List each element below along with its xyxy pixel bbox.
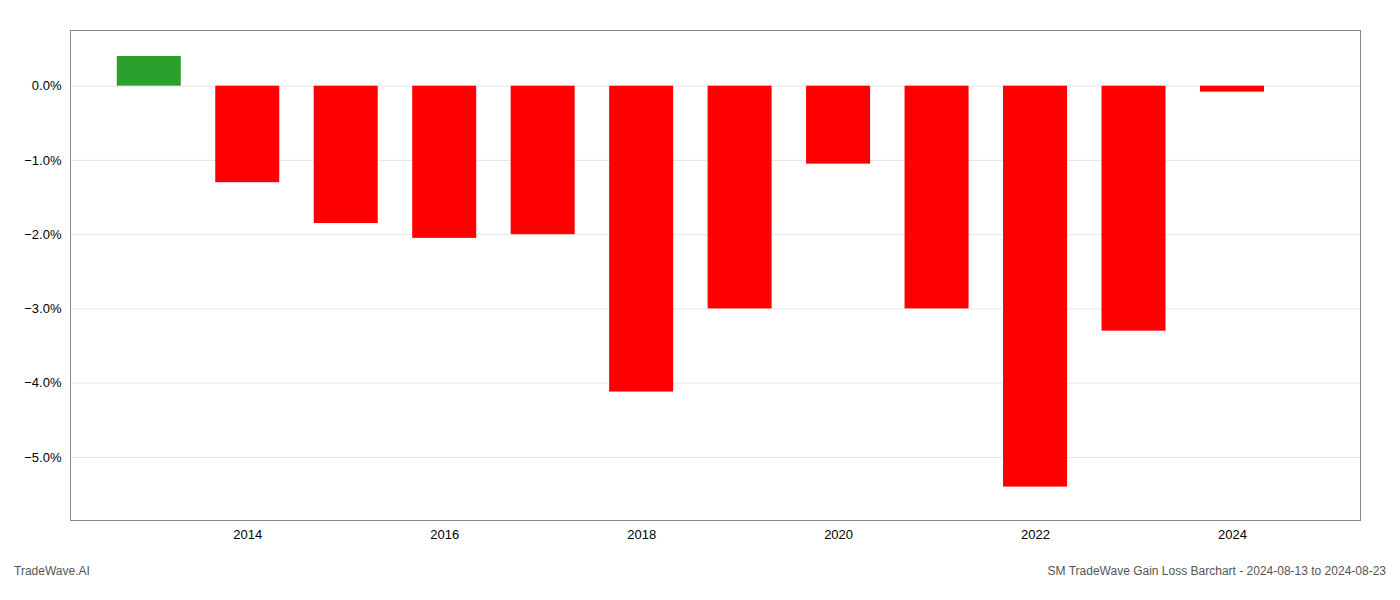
svg-text:0.0%: 0.0% <box>32 78 62 93</box>
svg-text:2022: 2022 <box>1021 527 1050 542</box>
html-text:SM TradeWave Gain Loss Barchar: SM TradeWave Gain Loss Barchart - 2024-0… <box>1047 564 1386 578</box>
svg-text:−1.0%: −1.0% <box>24 153 62 168</box>
svg-text:−3.0%: −3.0% <box>24 301 62 316</box>
svg-text:2014: 2014 <box>233 527 262 542</box>
svg-text:2024: 2024 <box>1218 527 1247 542</box>
svg-text:−5.0%: −5.0% <box>24 450 62 465</box>
svg-text:2016: 2016 <box>430 527 459 542</box>
svg-text:−2.0%: −2.0% <box>24 227 62 242</box>
html-text:TradeWave.AI: TradeWave.AI <box>14 564 90 578</box>
svg-text:−4.0%: −4.0% <box>24 375 62 390</box>
svg-text:2020: 2020 <box>824 527 853 542</box>
svg-text:2018: 2018 <box>627 527 656 542</box>
